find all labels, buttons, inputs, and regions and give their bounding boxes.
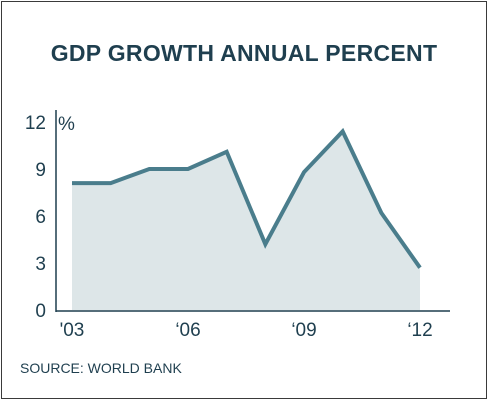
axis-layer — [55, 110, 450, 312]
x-tick-label: ‘09 — [291, 320, 316, 341]
series-line — [72, 127, 422, 269]
x-tick-label: ‘12 — [407, 320, 432, 341]
area-layer — [72, 127, 422, 310]
x-tick-label: '03 — [60, 320, 85, 341]
y-tick-label: 12 — [25, 113, 46, 134]
y-tick-label: 3 — [35, 254, 46, 275]
x-tick-label: ‘06 — [175, 320, 200, 341]
y-unit-label: % — [58, 114, 75, 135]
y-tick-label: 9 — [35, 160, 46, 181]
y-tick-label: 0 — [35, 301, 46, 322]
source-note: SOURCE: WORLD BANK — [20, 360, 182, 376]
area-fill — [72, 131, 420, 310]
chart-title: GDP GROWTH ANNUAL PERCENT — [50, 40, 438, 66]
y-tick-label: 6 — [35, 207, 46, 228]
label-layer: 0 3 6 9 12 % '03 ‘06 ‘09 ‘12 — [25, 113, 433, 341]
